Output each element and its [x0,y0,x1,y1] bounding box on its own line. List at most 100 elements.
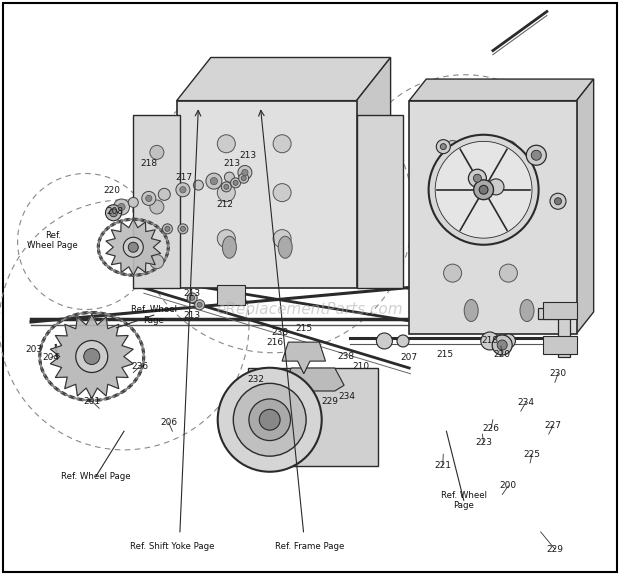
Text: 220: 220 [494,350,511,359]
Polygon shape [282,368,344,391]
Circle shape [492,335,512,355]
Text: 206: 206 [160,418,177,427]
Circle shape [217,135,236,153]
Circle shape [84,348,100,365]
Text: 213: 213 [184,289,201,298]
Polygon shape [356,58,391,288]
Circle shape [224,172,234,182]
Polygon shape [538,308,570,356]
Text: Ref. Wheel
Page: Ref. Wheel Page [441,490,487,510]
Polygon shape [409,79,594,101]
Text: 218: 218 [140,159,157,168]
Text: 234: 234 [339,392,356,401]
Text: Ref. Wheel
Page: Ref. Wheel Page [131,305,177,325]
Circle shape [150,255,164,269]
Circle shape [110,209,117,217]
Circle shape [526,145,546,165]
Circle shape [210,178,218,185]
Circle shape [233,181,238,185]
Circle shape [158,189,170,200]
Circle shape [238,166,252,179]
Circle shape [142,191,156,205]
Text: 227: 227 [544,421,562,430]
Circle shape [190,296,195,300]
Circle shape [128,242,138,252]
Text: 225: 225 [523,450,541,459]
Circle shape [178,224,188,234]
Circle shape [443,140,462,159]
Circle shape [165,227,170,231]
Circle shape [474,180,494,200]
Text: 210: 210 [352,362,370,371]
Circle shape [146,196,152,201]
Circle shape [502,334,515,348]
Ellipse shape [464,300,478,321]
Circle shape [113,199,130,215]
Circle shape [241,176,246,181]
Circle shape [118,204,125,210]
Text: 238: 238 [337,352,355,361]
Text: 238: 238 [272,328,289,337]
Circle shape [436,140,450,154]
Polygon shape [543,302,577,319]
Circle shape [499,204,518,222]
Circle shape [187,293,197,303]
Polygon shape [106,219,161,275]
Text: 218: 218 [481,336,498,345]
Polygon shape [133,115,180,288]
Circle shape [176,183,190,197]
Circle shape [273,183,291,202]
Text: 201: 201 [83,397,100,406]
Text: 215: 215 [295,324,312,333]
Circle shape [376,333,392,349]
Text: 208: 208 [107,207,124,216]
Ellipse shape [520,300,534,321]
Circle shape [480,332,499,350]
Polygon shape [543,336,577,354]
Text: 207: 207 [401,353,418,362]
Text: Ref. Wheel Page: Ref. Wheel Page [61,472,131,481]
Circle shape [197,302,202,307]
Circle shape [193,180,203,190]
Circle shape [550,193,566,209]
Circle shape [224,185,229,189]
Circle shape [217,229,236,248]
Text: 223: 223 [475,438,492,447]
Circle shape [468,169,487,187]
Circle shape [233,384,306,456]
Text: 230: 230 [549,369,567,378]
Circle shape [479,185,488,194]
Circle shape [76,340,108,373]
Circle shape [128,197,138,208]
Text: 216: 216 [267,338,284,347]
Ellipse shape [278,236,292,258]
Text: 213: 213 [223,159,241,168]
Circle shape [217,183,236,202]
Text: Ref. Frame Page: Ref. Frame Page [275,542,345,551]
Text: eReplacementParts.com: eReplacementParts.com [216,302,404,317]
Circle shape [443,204,462,222]
Text: Ref. Shift Yoke Page: Ref. Shift Yoke Page [130,542,215,551]
Circle shape [428,135,539,245]
Circle shape [273,229,291,248]
Circle shape [249,399,291,440]
Circle shape [206,173,222,189]
Text: 229: 229 [321,397,339,406]
Circle shape [435,141,532,238]
Circle shape [180,187,186,193]
Text: 226: 226 [482,424,500,433]
Polygon shape [177,101,356,288]
Polygon shape [409,101,577,334]
Text: 229: 229 [546,545,564,554]
Circle shape [218,368,322,471]
Text: 213: 213 [184,310,201,320]
Circle shape [397,335,409,347]
Text: 203: 203 [25,345,42,354]
Circle shape [440,144,446,150]
Circle shape [443,264,462,282]
Circle shape [180,227,185,231]
Text: 234: 234 [517,398,534,407]
Text: 213: 213 [239,151,257,160]
Text: 215: 215 [436,350,454,359]
Circle shape [150,200,164,214]
